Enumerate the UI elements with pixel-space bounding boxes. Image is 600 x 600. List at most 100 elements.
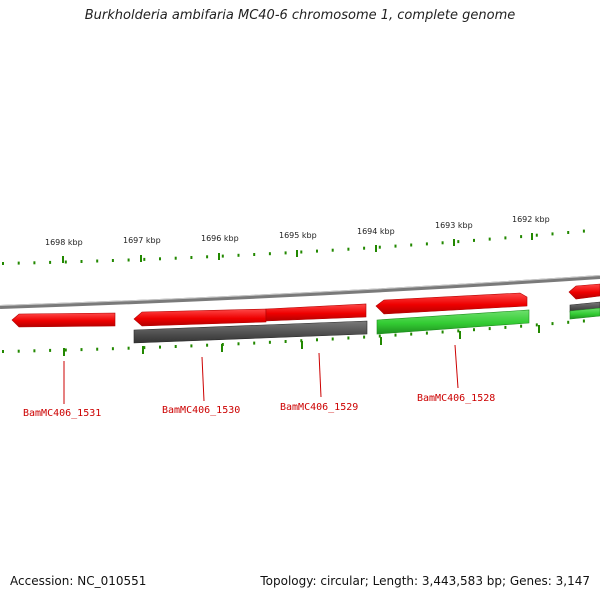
lower-scale-dot-35: [551, 322, 554, 326]
upper-scale-dot-7: [111, 259, 114, 262]
lower-scale-dot-6: [96, 347, 99, 351]
gene-label-BamMC406_1528[interactable]: BamMC406_1528: [417, 393, 495, 404]
tick-label-1692: 1692 kbp: [512, 215, 550, 224]
lower-scale-dot-28: [441, 330, 444, 334]
gene-arrow-BamMC406_1528[interactable]: [375, 292, 528, 315]
upper-scale-dot-3: [49, 260, 52, 264]
lower-scale-dot-33: [520, 324, 523, 328]
upper-scale-dot-12: [190, 256, 193, 259]
lower-scale-dot-19: [300, 339, 303, 343]
upper-scale-dot-2: [33, 261, 36, 265]
lower-scale-dot-32: [504, 325, 507, 329]
upper-scale-dot-24: [378, 245, 381, 249]
lower-scale-dot-30: [473, 328, 475, 332]
lower-scale-dot-26: [410, 332, 413, 336]
chromosome-backbone-highlight: [0, 275, 600, 306]
lower-scale-dot-1: [17, 349, 20, 353]
gene-label-leaders: [63, 344, 459, 404]
lower-scale-dot-2: [33, 349, 36, 353]
upper-scale-dot-37: [582, 229, 585, 233]
tick-label-1696: 1696 kbp: [201, 234, 239, 243]
upper-scale-dot-33: [520, 235, 523, 239]
upper-scale-dot-9: [143, 257, 146, 261]
lower-scale-dot-17: [268, 340, 271, 344]
lower-scale-dot-18: [284, 340, 287, 343]
upper-scale-dot-15: [237, 253, 240, 257]
gene-arrow-BamMC406_1529[interactable]: [265, 303, 367, 322]
upper-scale-dot-5: [80, 260, 83, 263]
gene-bar-gray[interactable]: [133, 320, 368, 344]
lower-scale-dot-21: [331, 337, 334, 341]
tick-label-1693: 1693 kbp: [435, 221, 473, 230]
gene-bar-green[interactable]: [376, 309, 530, 335]
lower-scale-dot-13: [206, 343, 209, 347]
upper-scale-dot-4: [64, 260, 67, 264]
upper-scale-dot-18: [284, 251, 287, 255]
upper-scale-dot-20: [316, 249, 318, 253]
lower-scale-dot-22: [347, 336, 350, 340]
upper-scale-dot-16: [253, 253, 256, 256]
gene-label-BamMC406_1529[interactable]: BamMC406_1529: [280, 402, 358, 413]
upper-scale-dot-34: [535, 233, 538, 237]
upper-scale-dot-1: [17, 261, 20, 265]
lower-scale-dot-12: [190, 344, 193, 348]
tick-label-1694: 1694 kbp: [357, 227, 395, 236]
upper-scale-dot-21: [331, 248, 334, 252]
lower-scale-dot-0: [2, 350, 4, 353]
tick-label-1695: 1695 kbp: [279, 231, 317, 240]
lower-scale-dot-4: [64, 348, 67, 352]
lower-scale-minor-ticks: [2, 319, 585, 353]
lower-scale-dot-10: [159, 345, 161, 349]
upper-scale-dot-27: [425, 242, 428, 246]
upper-scale-dot-22: [347, 247, 350, 251]
lower-scale-dot-24: [378, 334, 381, 338]
upper-scale-minor-ticks: [2, 229, 585, 265]
lower-scale-dot-11: [174, 345, 177, 348]
upper-scale-dot-6: [96, 259, 99, 263]
upper-scale-dot-35: [551, 232, 554, 236]
gene-bar-offscreen-green[interactable]: [569, 307, 600, 320]
genome-title: Burkholderia ambifaria MC40-6 chromosome…: [84, 8, 516, 23]
gene-arrow-BamMC406_1531[interactable]: [11, 312, 116, 328]
lower-scale-dot-15: [237, 342, 240, 346]
upper-scale-dot-23: [363, 246, 366, 250]
lower-scale-dot-31: [488, 327, 491, 331]
forward-strand-features: [11, 283, 600, 328]
upper-scale-dot-32: [504, 236, 507, 240]
lower-scale-dot-5: [80, 348, 83, 352]
gene-row-features: [133, 301, 600, 344]
accession-text: Accession: NC_010551: [10, 574, 147, 588]
lower-scale-dot-37: [582, 319, 585, 323]
upper-scale-major-ticks: [62, 233, 533, 263]
upper-scale-dot-13: [206, 255, 209, 259]
upper-scale-dot-31: [488, 237, 491, 241]
upper-scale-dot-11: [174, 256, 177, 260]
lower-scale-dot-3: [49, 348, 52, 352]
gene-labels: BamMC406_1531 BamMC406_1530 BamMC406_152…: [23, 393, 495, 419]
gene-label-BamMC406_1531[interactable]: BamMC406_1531: [23, 408, 101, 419]
upper-scale-dot-10: [159, 257, 161, 261]
lower-scale-dot-29: [457, 329, 460, 333]
gene-label-BamMC406_1530[interactable]: BamMC406_1530: [162, 405, 240, 416]
lower-scale-dot-36: [567, 320, 570, 324]
leader-BamMC406_1530: [201, 356, 205, 402]
tick-label-1698: 1698 kbp: [45, 238, 83, 247]
gene-arrow-BamMC406_1530[interactable]: [133, 308, 267, 327]
gene-arrow-offscreen-right[interactable]: [568, 283, 600, 300]
leader-BamMC406_1528: [454, 344, 459, 389]
tick-label-1697: 1697 kbp: [123, 236, 161, 245]
upper-scale-dot-0: [2, 262, 4, 265]
upper-scale-dot-26: [410, 243, 413, 247]
upper-scale-dot-29: [457, 240, 460, 244]
lower-scale-dot-20: [316, 338, 318, 342]
leader-BamMC406_1529: [318, 352, 322, 398]
lower-scale-dot-34: [535, 323, 538, 327]
lower-scale-dot-16: [253, 341, 256, 345]
lower-scale-major-ticks: [63, 325, 540, 356]
upper-scale-dot-14: [221, 254, 224, 258]
upper-scale-dot-25: [394, 244, 397, 248]
lower-scale-dot-8: [127, 346, 130, 350]
scale-tick-labels: 1698 kbp 1697 kbp 1696 kbp 1695 kbp 1694…: [45, 215, 550, 247]
